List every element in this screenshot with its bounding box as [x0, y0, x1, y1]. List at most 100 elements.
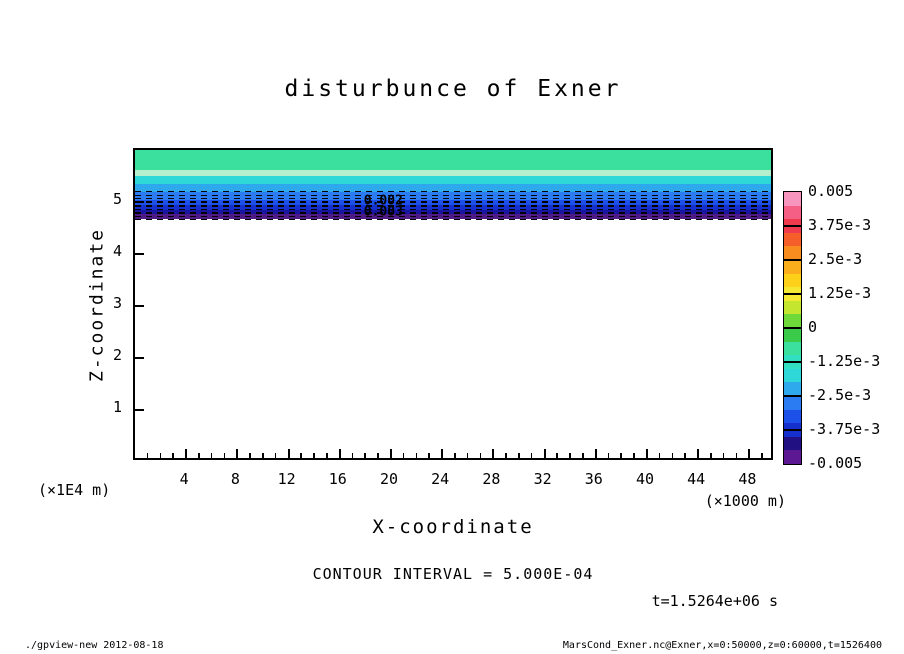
contour-line-dashed: [135, 205, 771, 207]
x-axis-unit: (×1000 m): [704, 492, 786, 510]
x-axis-tick: [236, 449, 239, 458]
colorbar-segment: [784, 328, 801, 342]
x-axis-tick: [479, 453, 482, 458]
x-axis-tick: [569, 453, 571, 458]
colorbar: [783, 191, 802, 465]
y-axis-unit: (×1E4 m): [38, 481, 111, 499]
colorbar-segment: [784, 368, 801, 383]
x-tick-label: 8: [230, 470, 240, 488]
x-axis-tick: [223, 453, 226, 458]
colorbar-segment: [784, 450, 801, 464]
colorbar-segment: [784, 396, 801, 410]
y-tick-label: 3: [112, 294, 122, 312]
x-axis-tick: [492, 449, 495, 458]
x-axis-tick: [441, 449, 444, 458]
y-tick-label: 2: [112, 346, 122, 364]
colorbar-tick-label: -3.75e-3: [808, 420, 881, 438]
x-axis-tick: [185, 449, 188, 458]
contour-fill-band: [135, 169, 771, 176]
x-axis-tick: [722, 453, 725, 458]
contour-line-dashed: [135, 197, 771, 200]
x-axis-tick: [530, 453, 533, 458]
colorbar-segment: [784, 260, 801, 274]
x-tick-label: 20: [379, 470, 399, 488]
colorbar-tick-line: [784, 259, 801, 261]
x-axis-tick: [633, 453, 635, 458]
colorbar-segment: [784, 314, 801, 328]
x-axis-tick: [351, 453, 354, 458]
x-tick-label: 12: [277, 470, 296, 488]
contour-interval-text: CONTOUR INTERVAL = 5.000E-04: [312, 565, 594, 583]
x-tick-label: 48: [738, 470, 757, 488]
x-tick-label: 16: [328, 470, 347, 488]
x-axis-tick: [364, 453, 366, 458]
contour-fill-band: [135, 183, 771, 193]
x-axis-tick: [326, 453, 328, 458]
colorbar-segment: [784, 382, 801, 396]
plot-area: 0.002 0.003: [133, 148, 773, 460]
x-tick-label: 36: [584, 470, 603, 488]
x-axis-tick: [287, 449, 290, 458]
colorbar-tick-label: 2.5e-3: [808, 250, 863, 268]
x-tick-label: 44: [687, 470, 706, 488]
colorbar-tick-line: [784, 225, 801, 227]
colorbar-segment: [784, 436, 801, 451]
x-tick-label: 32: [533, 470, 552, 488]
x-axis-tick: [210, 453, 213, 458]
x-axis-tick: [735, 453, 738, 458]
colorbar-segment: [784, 300, 801, 315]
x-tick-label: 4: [179, 470, 189, 488]
x-axis-tick: [262, 453, 264, 458]
colorbar-tick-label: 0: [808, 318, 818, 336]
x-axis-tick: [172, 453, 174, 458]
y-axis-tick: [135, 201, 144, 203]
colorbar-segment: [784, 205, 801, 220]
colorbar-segment: [784, 341, 801, 356]
colorbar-tick-label: 3.75e-3: [808, 216, 872, 234]
x-axis-tick: [274, 453, 277, 458]
colorbar-tick-label: -2.5e-3: [808, 386, 872, 404]
contour-fill-band: [135, 209, 771, 215]
y-tick-label: 4: [112, 242, 122, 260]
plot-title: disturbunce of Exner: [284, 76, 622, 102]
colorbar-segment: [784, 246, 801, 260]
x-axis-tick: [313, 453, 315, 458]
contour-line-dashed: [135, 201, 771, 203]
colorbar-tick-line: [784, 361, 801, 363]
contour-line-dashed: [135, 212, 771, 214]
x-axis-tick: [146, 453, 149, 458]
contour-line-dashed: [135, 208, 771, 211]
footer-data-source: MarsCond_Exner.nc@Exner,x=0:50000,z=0:60…: [562, 640, 882, 651]
x-tick-label: 24: [431, 470, 450, 488]
time-label: t=1.5264e+06 s: [651, 592, 778, 610]
x-axis-tick: [338, 449, 341, 458]
x-axis-tick: [428, 453, 430, 458]
colorbar-tick-label: -1.25e-3: [808, 352, 881, 370]
y-axis-tick: [135, 305, 144, 307]
x-axis-tick: [607, 453, 610, 458]
footer-command-date: ./gpview-new 2012-08-18: [25, 640, 164, 651]
x-axis-tick: [594, 449, 597, 458]
x-axis-tick: [620, 453, 622, 458]
x-axis-tick: [710, 453, 712, 458]
x-axis-tick: [658, 453, 661, 458]
x-axis-tick: [518, 453, 520, 458]
x-axis-tick: [761, 453, 763, 458]
contour-fill-band: [135, 176, 771, 184]
x-axis-tick: [415, 453, 418, 458]
contour-line-dashed: [135, 194, 771, 197]
x-axis-tick: [697, 449, 700, 458]
y-axis-tick: [135, 357, 144, 359]
x-axis-tick: [582, 453, 584, 458]
y-axis-tick: [135, 409, 144, 411]
contour-line-dashed: [135, 216, 771, 218]
x-tick-label: 40: [635, 470, 655, 488]
y-tick-label: 1: [112, 398, 122, 416]
x-axis-tick: [159, 453, 162, 458]
contour-fill-band: [135, 219, 771, 458]
contour-fill-band: [135, 150, 771, 170]
x-axis-tick: [748, 449, 751, 458]
y-axis-tick: [135, 253, 144, 255]
x-axis-tick: [249, 453, 251, 458]
x-axis-tick: [646, 449, 648, 458]
